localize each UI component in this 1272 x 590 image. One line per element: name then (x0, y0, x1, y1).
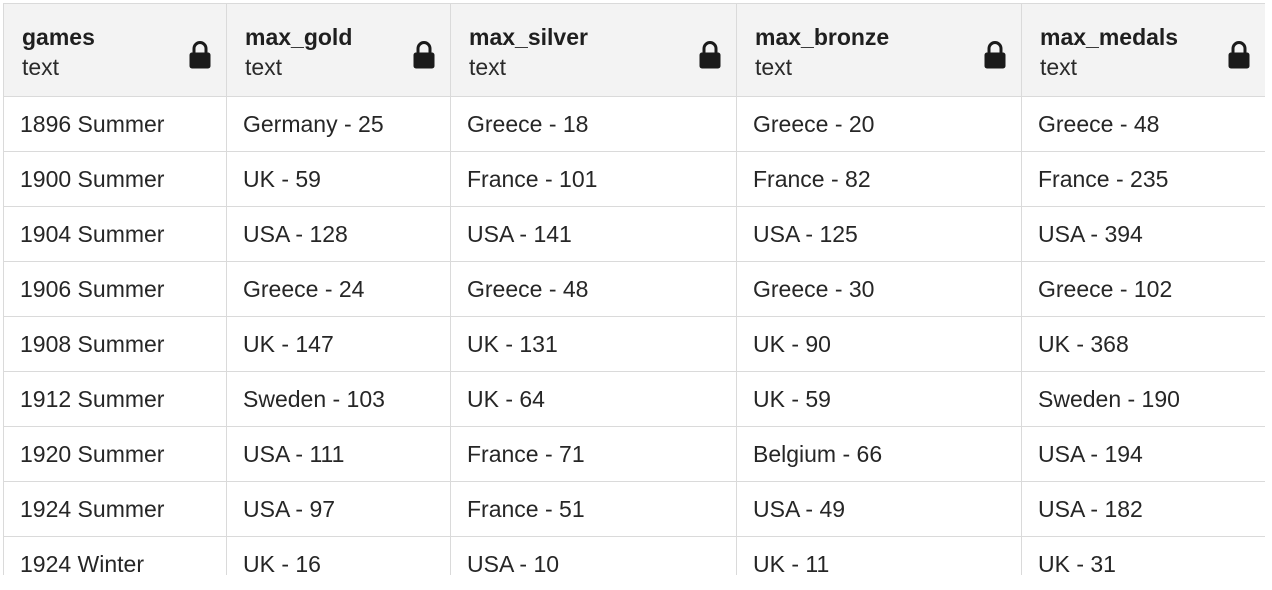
table-cell[interactable]: France - 82 (736, 151, 1022, 207)
column-name: max_medals (1040, 24, 1179, 50)
column-header-max-medals[interactable]: max_medals text (1021, 3, 1265, 97)
table-cell[interactable]: 1904 Summer (3, 206, 227, 262)
table-cell[interactable]: Greece - 48 (450, 261, 737, 317)
column-header-max-gold[interactable]: max_gold text (226, 3, 451, 97)
table-cell[interactable]: Belgium - 66 (736, 426, 1022, 482)
column-type: text (245, 54, 283, 80)
column-header-max-silver[interactable]: max_silver text (450, 3, 737, 97)
table-cell[interactable]: 1900 Summer (3, 151, 227, 207)
table-cell[interactable]: Greece - 30 (736, 261, 1022, 317)
table-cell[interactable]: UK - 90 (736, 316, 1022, 372)
column-name: games (22, 24, 95, 50)
table-cell[interactable]: 1908 Summer (3, 316, 227, 372)
table-row[interactable]: 1912 Summer Sweden - 103 UK - 64 UK - 59… (3, 371, 1265, 427)
table-cell[interactable]: USA - 125 (736, 206, 1022, 262)
table-cell[interactable]: Greece - 18 (450, 96, 737, 152)
table-cell[interactable]: USA - 194 (1021, 426, 1265, 482)
column-header-games[interactable]: games text (3, 3, 227, 97)
table-row[interactable]: 1896 Summer Germany - 25 Greece - 18 Gre… (3, 96, 1265, 152)
lock-icon (413, 41, 435, 69)
table-cell[interactable]: 1896 Summer (3, 96, 227, 152)
lock-icon (189, 41, 211, 69)
table-cell[interactable]: USA - 111 (226, 426, 451, 482)
table-cell[interactable]: UK - 59 (226, 151, 451, 207)
table-cell[interactable]: France - 71 (450, 426, 737, 482)
column-header-max-bronze[interactable]: max_bronze text (736, 3, 1022, 97)
table-row[interactable]: 1900 Summer UK - 59 France - 101 France … (3, 151, 1265, 207)
table-cell[interactable]: 1920 Summer (3, 426, 227, 482)
table-cell[interactable]: USA - 97 (226, 481, 451, 537)
table-cell[interactable]: 1906 Summer (3, 261, 227, 317)
result-grid: games text max_gold text (3, 3, 1265, 575)
column-type: text (22, 54, 60, 80)
table-cell[interactable]: UK - 64 (450, 371, 737, 427)
table-row[interactable]: 1906 Summer Greece - 24 Greece - 48 Gree… (3, 261, 1265, 317)
column-name: max_silver (469, 24, 588, 50)
table-body: 1896 Summer Germany - 25 Greece - 18 Gre… (3, 96, 1265, 575)
table-row[interactable]: 1924 Winter UK - 16 USA - 10 UK - 11 UK … (3, 536, 1265, 575)
table-cell[interactable]: USA - 128 (226, 206, 451, 262)
lock-icon (984, 41, 1006, 69)
table-cell[interactable]: USA - 182 (1021, 481, 1265, 537)
table-row[interactable]: 1920 Summer USA - 111 France - 71 Belgiu… (3, 426, 1265, 482)
data-table: games text max_gold text (3, 3, 1265, 575)
table-cell[interactable]: USA - 10 (450, 536, 737, 575)
column-type: text (469, 54, 507, 80)
table-cell[interactable]: UK - 59 (736, 371, 1022, 427)
table-cell[interactable]: UK - 16 (226, 536, 451, 575)
header-row: games text max_gold text (3, 3, 1265, 97)
table-cell[interactable]: USA - 141 (450, 206, 737, 262)
table-cell[interactable]: UK - 11 (736, 536, 1022, 575)
table-cell[interactable]: Sweden - 103 (226, 371, 451, 427)
column-name: max_bronze (755, 24, 890, 50)
table-cell[interactable]: UK - 368 (1021, 316, 1265, 372)
column-name: max_gold (245, 24, 353, 50)
column-type: text (755, 54, 793, 80)
table-cell[interactable]: Germany - 25 (226, 96, 451, 152)
table-cell[interactable]: Greece - 48 (1021, 96, 1265, 152)
column-type: text (1040, 54, 1078, 80)
table-cell[interactable]: Greece - 24 (226, 261, 451, 317)
table-row[interactable]: 1924 Summer USA - 97 France - 51 USA - 4… (3, 481, 1265, 537)
table-cell[interactable]: UK - 147 (226, 316, 451, 372)
table-cell[interactable]: France - 101 (450, 151, 737, 207)
table-cell[interactable]: Sweden - 190 (1021, 371, 1265, 427)
table-cell[interactable]: France - 235 (1021, 151, 1265, 207)
table-row[interactable]: 1904 Summer USA - 128 USA - 141 USA - 12… (3, 206, 1265, 262)
table-cell[interactable]: USA - 49 (736, 481, 1022, 537)
table-cell[interactable]: 1912 Summer (3, 371, 227, 427)
table-cell[interactable]: 1924 Summer (3, 481, 227, 537)
table-cell[interactable]: 1924 Winter (3, 536, 227, 575)
lock-icon (1228, 41, 1250, 69)
table-cell[interactable]: UK - 31 (1021, 536, 1265, 575)
table-cell[interactable]: France - 51 (450, 481, 737, 537)
table-cell[interactable]: UK - 131 (450, 316, 737, 372)
table-cell[interactable]: Greece - 102 (1021, 261, 1265, 317)
table-cell[interactable]: USA - 394 (1021, 206, 1265, 262)
lock-icon (699, 41, 721, 69)
table-row[interactable]: 1908 Summer UK - 147 UK - 131 UK - 90 UK… (3, 316, 1265, 372)
table-cell[interactable]: Greece - 20 (736, 96, 1022, 152)
